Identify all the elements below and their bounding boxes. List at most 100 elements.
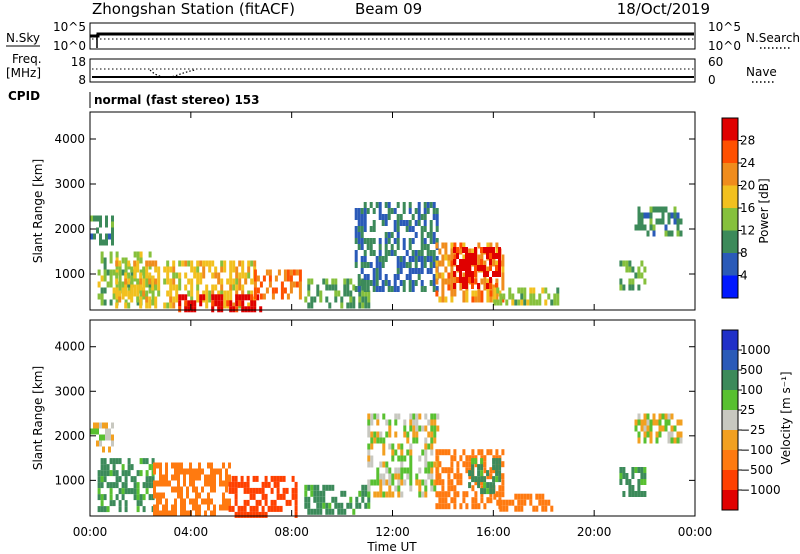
echo-cell — [264, 475, 268, 482]
echo-cell — [183, 498, 186, 505]
echo-cell — [435, 242, 439, 249]
echo-cell — [462, 254, 466, 261]
echo-cell — [427, 443, 431, 450]
echo-cell — [235, 300, 239, 307]
echo-cell — [127, 458, 131, 465]
echo-cell — [435, 455, 439, 462]
echo-cell — [103, 506, 107, 513]
echo-cell — [496, 287, 500, 294]
echo-cell — [387, 286, 391, 292]
echo-cell — [340, 508, 344, 515]
echo-cell — [253, 281, 257, 288]
echo-cell — [253, 300, 257, 307]
echo-cell — [159, 474, 162, 481]
x-tick-label: 00:00 — [678, 525, 713, 539]
echo-cell — [499, 293, 503, 300]
echo-cell — [180, 498, 183, 505]
echo-cell — [247, 294, 251, 301]
echo-cell — [199, 272, 203, 279]
echo-cell — [121, 269, 125, 276]
echo-cell — [538, 293, 542, 300]
echo-cell — [498, 476, 502, 483]
echo-cell — [631, 473, 635, 479]
echo-cell — [400, 449, 404, 456]
echo-cell — [124, 506, 128, 513]
echo-cell — [214, 284, 218, 291]
echo-cell — [97, 488, 101, 495]
echo-cell — [219, 474, 222, 481]
echo-cell — [177, 468, 180, 475]
echo-cell — [96, 215, 99, 222]
echo-cell — [252, 487, 256, 494]
echo-cell — [292, 281, 296, 288]
echo-cell — [634, 224, 638, 231]
cpid-text: normal (fast stereo) 153 — [94, 93, 260, 107]
echo-cell — [255, 511, 259, 518]
echo-cell — [375, 202, 379, 208]
echo-cell — [646, 212, 650, 219]
echo-cell — [411, 268, 415, 274]
echo-cell — [435, 208, 439, 214]
echo-cell — [142, 266, 146, 273]
echo-cell — [288, 499, 292, 506]
echo-cell — [190, 300, 194, 307]
echo-cell — [411, 250, 415, 256]
echo-cell — [127, 488, 131, 495]
echo-cell — [369, 250, 373, 256]
echo-cell — [444, 503, 448, 510]
echo-cell — [453, 455, 457, 462]
echo-cell — [357, 220, 361, 226]
echo-cell — [483, 488, 487, 495]
echo-cell — [517, 299, 521, 306]
echo-cell — [316, 502, 320, 509]
echo-cell — [357, 280, 361, 286]
echo-cell — [115, 482, 119, 489]
echo-cell — [111, 215, 114, 222]
echo-cell — [210, 474, 213, 481]
echo-cell — [193, 300, 197, 307]
echo-cell — [322, 484, 326, 491]
echo-cell — [211, 284, 215, 291]
echo-cell — [354, 232, 358, 238]
echo-cell — [136, 266, 140, 273]
echo-cell — [105, 221, 108, 228]
echo-cell — [100, 275, 104, 282]
echo-cell — [226, 290, 230, 297]
echo-cell — [367, 479, 371, 486]
echo-cell — [399, 220, 403, 226]
echo-cell — [255, 505, 259, 512]
echo-cell — [205, 290, 209, 297]
echo-cell — [405, 220, 409, 226]
echo-cell — [403, 479, 407, 486]
echo-cell — [283, 287, 287, 294]
echo-cell — [153, 486, 156, 493]
echo-cell — [433, 431, 437, 438]
echo-cell — [493, 287, 497, 294]
echo-cell — [495, 476, 499, 483]
echo-cell — [492, 464, 496, 471]
echo-cell — [286, 275, 290, 282]
echo-cell — [468, 482, 472, 489]
echo-cell — [100, 257, 104, 264]
x-tick-label: 20:00 — [577, 525, 612, 539]
echo-cell — [186, 510, 189, 517]
station-title: Zhongshan Station (fitACF) — [92, 0, 295, 18]
echo-cell — [250, 260, 254, 267]
echo-cell — [148, 287, 152, 294]
colorbar-swatch — [722, 118, 738, 141]
echo-cell — [246, 475, 250, 482]
echo-cell — [495, 278, 499, 285]
echo-cell — [372, 238, 376, 244]
echo-cell — [492, 482, 496, 489]
echo-cell — [145, 470, 149, 477]
echo-cell — [441, 272, 445, 279]
echo-cell — [270, 475, 274, 482]
echo-cell — [154, 266, 158, 273]
echo-cell — [112, 287, 116, 294]
echo-cell — [441, 485, 445, 492]
colorbar-tick-label: 16 — [740, 201, 755, 215]
echo-cell — [169, 278, 173, 285]
echo-cell — [228, 498, 231, 505]
echo-cell — [421, 425, 425, 432]
echo-cell — [178, 306, 182, 313]
